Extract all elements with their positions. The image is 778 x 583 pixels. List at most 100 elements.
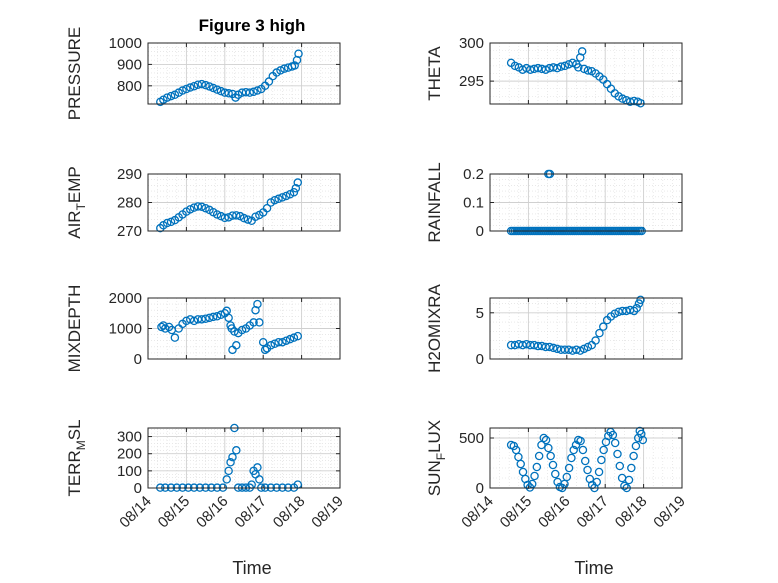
data-point	[580, 456, 590, 466]
data-point	[526, 65, 535, 74]
data-point	[197, 79, 207, 89]
data-point	[597, 455, 606, 465]
data-point	[545, 342, 554, 352]
data-point	[185, 83, 195, 92]
x-tick-label: 08/15	[155, 493, 194, 532]
data-point	[209, 312, 218, 322]
data-point	[253, 463, 262, 472]
y-tick-label: 0	[134, 480, 142, 497]
data-point	[255, 318, 264, 327]
y-tick-label: 100	[117, 463, 142, 480]
x-tick-label: 08/18	[270, 493, 309, 532]
data-point	[274, 194, 283, 204]
data-point	[249, 87, 258, 97]
data-point	[285, 334, 295, 344]
y-tick-label: 290	[117, 166, 142, 183]
data-point	[232, 341, 241, 350]
panel-h2omixra: 0 5 H2OMIXRA	[425, 283, 683, 373]
axes-box	[489, 297, 683, 360]
data-point	[629, 306, 639, 316]
data-point	[281, 336, 291, 345]
data-point	[579, 64, 589, 74]
data-point	[193, 202, 203, 211]
data-point	[266, 341, 276, 350]
data-point	[182, 84, 191, 94]
axes-box	[489, 173, 683, 232]
y-axis-label: TERRMSL	[65, 419, 88, 496]
data-point	[278, 193, 287, 202]
data-point	[276, 66, 285, 75]
data-point	[548, 460, 558, 470]
data-point	[224, 213, 233, 222]
x-tick-label: 08/16	[193, 493, 232, 532]
y-tick-label: 2000	[109, 290, 142, 307]
data-point	[533, 63, 543, 73]
y-axis-label: H2OMIXRA	[425, 283, 444, 372]
data-point	[560, 61, 570, 71]
x-tick-label: 08/19	[308, 493, 347, 532]
y-tick-label: 1000	[109, 35, 142, 52]
data-point	[205, 82, 214, 91]
data-point	[178, 86, 187, 95]
data-point	[289, 187, 299, 197]
y-axis-label: THETA	[425, 46, 444, 101]
data-point	[577, 47, 587, 56]
x-axis-label-right: Time	[574, 558, 613, 578]
data-point	[638, 435, 648, 445]
data-point	[562, 472, 572, 482]
y-tick-label: 200	[117, 446, 142, 463]
data-point	[281, 191, 291, 201]
data-point	[209, 83, 218, 93]
data-point	[546, 451, 555, 461]
data-point	[516, 459, 525, 469]
y-axis-label: RAINFALL	[425, 162, 444, 242]
y-tick-label: 900	[117, 56, 142, 73]
data-point	[226, 458, 235, 467]
data-point	[270, 339, 279, 348]
data-point	[510, 61, 520, 71]
y-axis-label: SUNFLUX	[425, 420, 448, 496]
data-point	[556, 62, 566, 71]
data-point	[583, 465, 592, 475]
axes-box	[147, 427, 341, 489]
data-point	[212, 210, 222, 219]
data-point	[541, 65, 550, 74]
data-point	[262, 203, 272, 213]
panel-theta: 295 300 THETA	[425, 35, 683, 108]
y-axis-label: PRESSURE	[65, 27, 84, 121]
data-point	[201, 203, 210, 213]
x-tick-label: 08/18	[612, 493, 651, 532]
y-tick-label: 295	[459, 73, 484, 90]
data-point	[166, 91, 176, 101]
data-point	[294, 49, 303, 58]
data-point	[613, 449, 622, 459]
data-point	[245, 88, 255, 97]
axes-box	[489, 427, 683, 489]
data-point	[544, 443, 553, 453]
data-point	[201, 80, 210, 90]
data-point	[212, 85, 222, 94]
data-point	[239, 213, 249, 223]
data-point	[534, 451, 544, 461]
data-point	[224, 466, 233, 476]
data-point	[618, 94, 627, 103]
data-point	[620, 481, 629, 491]
data-point	[232, 446, 241, 455]
data-point	[231, 93, 240, 102]
data-point	[230, 327, 239, 336]
axes-box	[147, 42, 341, 105]
data-point	[578, 445, 588, 455]
axes-box	[147, 173, 341, 232]
x-tick-label: 08/14	[458, 493, 497, 532]
data-point	[631, 441, 641, 451]
data-point	[591, 336, 600, 345]
x-tick-label: 08/17	[573, 493, 612, 532]
data-point	[569, 445, 578, 455]
axes-box	[489, 42, 683, 105]
data-point	[258, 337, 268, 347]
data-point	[576, 436, 585, 446]
x-tick-label: 08/19	[650, 493, 689, 532]
data-point	[523, 480, 532, 490]
